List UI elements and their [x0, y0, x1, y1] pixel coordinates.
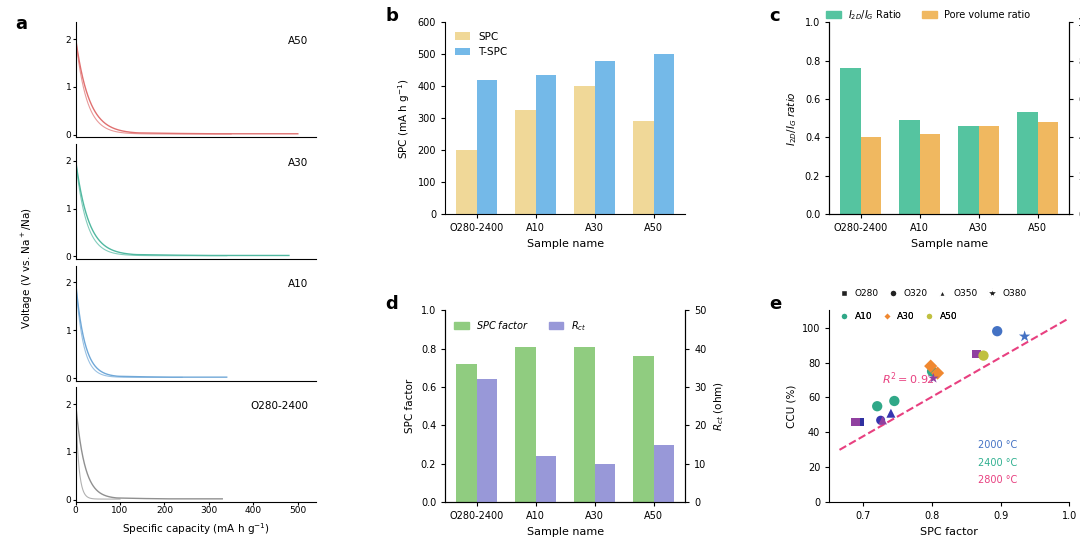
Y-axis label: $R_{ct}$ (ohm): $R_{ct}$ (ohm) [712, 381, 726, 431]
Point [886, 397, 903, 406]
Point [988, 327, 1005, 336]
Y-axis label: SPC factor: SPC factor [405, 379, 415, 434]
Point [882, 409, 900, 418]
Legend: $SPC$ $factor$, $R_{ct}$: $SPC$ $factor$, $R_{ct}$ [450, 315, 591, 336]
Bar [536, 456, 556, 502]
Legend: A10, A30, A50: A10, A30, A50 [834, 311, 959, 322]
Text: 2000 °C: 2000 °C [978, 440, 1017, 450]
Text: e: e [769, 295, 782, 313]
Bar [595, 61, 616, 214]
Bar [1038, 122, 1058, 214]
Bar [456, 150, 476, 214]
Text: A10: A10 [288, 280, 309, 290]
Point [968, 349, 985, 358]
Bar [1017, 112, 1038, 214]
Text: c: c [769, 7, 780, 25]
Bar [575, 347, 595, 502]
X-axis label: Sample name: Sample name [527, 527, 604, 537]
X-axis label: Sample name: Sample name [527, 239, 604, 249]
Bar [575, 86, 595, 214]
Point [924, 374, 942, 383]
Bar [456, 364, 476, 502]
Text: O280-2400: O280-2400 [251, 401, 309, 411]
Bar [653, 445, 674, 502]
Y-axis label: CCU (%): CCU (%) [786, 384, 796, 428]
Bar [653, 54, 674, 214]
Bar [958, 126, 978, 214]
Text: 2800 °C: 2800 °C [978, 475, 1017, 485]
Bar [920, 134, 941, 214]
Bar [476, 379, 498, 502]
Point [868, 402, 886, 411]
Point [847, 417, 864, 426]
Legend: SPC, T-SPC: SPC, T-SPC [450, 27, 512, 61]
X-axis label: SPC factor: SPC factor [920, 527, 978, 537]
Bar [840, 69, 861, 214]
X-axis label: Specific capacity (mA h g$^{-1}$): Specific capacity (mA h g$^{-1}$) [122, 521, 270, 537]
Bar [595, 464, 616, 502]
Bar [899, 120, 920, 214]
Point [923, 367, 941, 376]
Bar [633, 122, 653, 214]
Point [929, 369, 946, 378]
Y-axis label: $I_{2D}/I_G$ ratio: $I_{2D}/I_G$ ratio [785, 91, 799, 146]
X-axis label: Sample name: Sample name [910, 239, 988, 249]
Point [975, 351, 993, 360]
Bar [476, 80, 498, 214]
Text: $R^2 = 0.92$: $R^2 = 0.92$ [882, 370, 935, 387]
Point [1016, 332, 1034, 341]
Bar [515, 347, 536, 502]
Text: A30: A30 [288, 158, 309, 168]
Text: d: d [386, 295, 397, 313]
Point [922, 362, 940, 371]
Text: b: b [386, 7, 399, 25]
Bar [633, 357, 653, 502]
Point [872, 416, 889, 425]
Text: A50: A50 [288, 36, 309, 46]
Text: a: a [15, 16, 28, 33]
Point [851, 417, 868, 426]
Point [874, 416, 891, 425]
Bar [978, 126, 999, 214]
Legend: $I_{2D}/I_G$ Ratio, Pore volume ratio: $I_{2D}/I_G$ Ratio, Pore volume ratio [822, 4, 1035, 26]
Y-axis label: SPC (mA h g$^{-1}$): SPC (mA h g$^{-1}$) [396, 78, 413, 158]
Text: Voltage (V vs. Na$^+$/Na): Voltage (V vs. Na$^+$/Na) [19, 207, 35, 329]
Bar [861, 137, 881, 214]
Bar [515, 110, 536, 214]
Text: 2400 °C: 2400 °C [978, 458, 1017, 468]
Bar [536, 75, 556, 214]
